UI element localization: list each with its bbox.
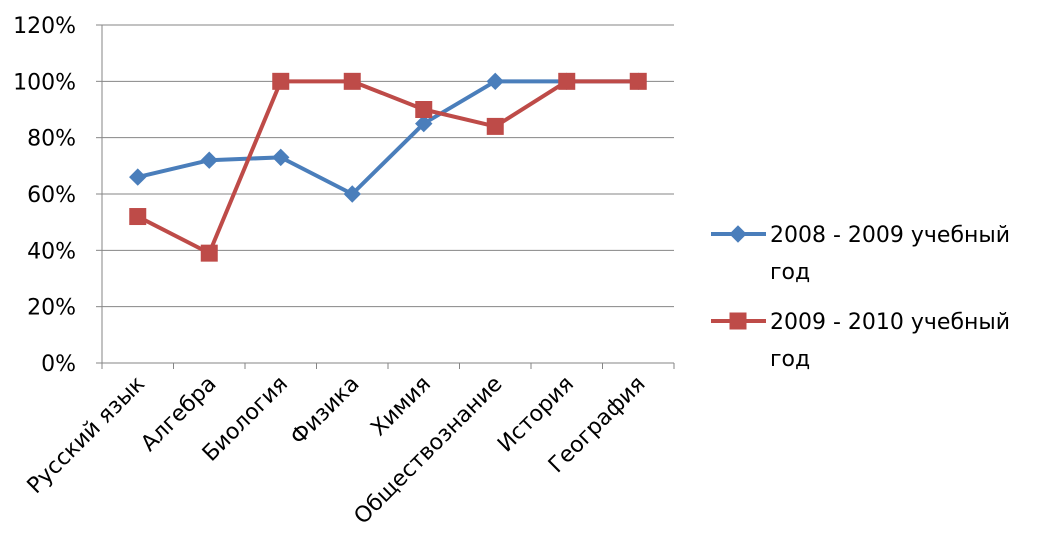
data-point: [200, 151, 218, 169]
legend-label: 2008 - 2009 учебный: [770, 223, 1010, 248]
y-tick-label: 60%: [27, 183, 76, 208]
data-point: [129, 208, 147, 226]
x-tick-label: Химия: [366, 372, 436, 442]
axes: [96, 24, 675, 369]
series-line: [137, 79, 639, 196]
data-point: [272, 72, 290, 90]
y-tick-label: 0%: [41, 352, 76, 377]
x-tick-label: Русский язык: [23, 372, 150, 499]
series-line: [136, 79, 639, 256]
legend-label: год: [770, 260, 810, 285]
y-tick-label: 40%: [27, 239, 76, 264]
legend-marker: [729, 225, 747, 243]
y-axis-tick-labels: 0% 20% 40% 60% 80% 100% 120%: [13, 14, 76, 377]
y-tick-label: 120%: [13, 14, 76, 39]
data-point: [343, 72, 361, 90]
y-tick-label: 100%: [13, 70, 76, 95]
data-point: [629, 72, 647, 90]
data-point: [486, 117, 504, 135]
data-point: [415, 101, 433, 118]
data-point: [129, 168, 147, 186]
data-point: [272, 148, 290, 167]
y-tick-label: 80%: [27, 127, 76, 152]
gridlines: [102, 24, 674, 308]
series-2: [129, 72, 647, 262]
legend-item: 2009 - 2010 учебный год: [711, 310, 1010, 372]
legend-item: 2008 - 2009 учебный год: [711, 223, 1010, 285]
legend-marker: [729, 312, 747, 330]
data-point: [486, 72, 504, 91]
data-point: [343, 185, 361, 203]
data-point: [558, 72, 576, 90]
x-tick-label: Физика: [286, 372, 364, 450]
legend-label: год: [770, 347, 810, 372]
legend-label: 2009 - 2010 учебный: [770, 310, 1010, 335]
series-group: [129, 72, 647, 262]
data-point: [200, 244, 218, 262]
data-point: [415, 114, 433, 133]
y-tick-label: 20%: [27, 296, 76, 321]
